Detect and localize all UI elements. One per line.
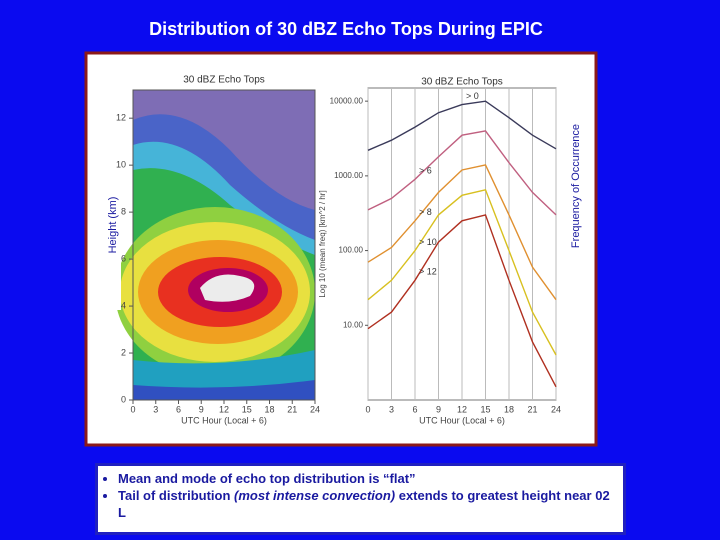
x-tick-label: 18 [264,404,274,414]
y-tick-label: 6 [121,253,126,263]
x-tick-label: 21 [527,404,537,414]
chart-title: 30 dBZ Echo Tops [183,75,265,86]
slide-title: Distribution of 30 dBZ Echo Tops During … [149,19,543,39]
y-tick-label: 8 [121,206,126,216]
x-axis-label: UTC Hour (Local + 6) [181,415,267,425]
bullet: Mean and mode of echo top distribution i… [118,470,621,487]
series-label: > 12 [419,267,437,277]
bullet-list: Mean and mode of echo top distribution i… [100,470,621,521]
side-label: Frequency of Occurrence [570,124,582,248]
x-tick-label: 9 [199,404,204,414]
y-tick-label: 4 [121,300,126,310]
label-box [104,140,121,310]
series-label: > 10 [419,237,437,247]
y-tick-label: 10.00 [343,320,364,329]
bullet-text: (most intense convection) [234,488,396,503]
x-tick-label: 0 [130,404,135,414]
x-tick-label: 24 [310,404,320,414]
series-label: > 6 [419,166,432,176]
x-tick-label: 15 [480,404,490,414]
series-line [367,164,557,301]
bullet: Tail of distribution (most intense conve… [118,487,621,521]
x-tick-label: 3 [389,404,394,414]
y-tick-label: 10 [116,160,126,170]
x-tick-label: 9 [436,404,441,414]
y-tick-label: 12 [116,113,126,123]
x-tick-label: 18 [504,404,514,414]
bullet-text: extends to greatest height near 02 L [118,488,610,520]
bullet-box: Mean and mode of echo top distribution i… [95,463,626,535]
x-axis-label: UTC Hour (Local + 6) [419,415,505,425]
y-tick-label: 1000.00 [334,171,363,180]
y-tick-label: 2 [121,347,126,357]
bullet-text: Mean and mode of echo top distribution i… [118,471,416,486]
x-tick-label: 21 [287,404,297,414]
x-tick-label: 6 [176,404,181,414]
series-label: > 0 [466,91,479,101]
x-tick-label: 12 [457,404,467,414]
y-tick-label: 100.00 [339,246,364,255]
y-axis-label: Log 10 (mean freq) [km^2 / hr] [318,190,327,297]
series-line [367,100,557,151]
y-tick-label: 10000.00 [330,96,364,105]
x-tick-label: 12 [219,404,229,414]
series-line [367,130,557,216]
chart-title: 30 dBZ Echo Tops [421,77,503,88]
x-tick-label: 3 [153,404,158,414]
series-line [367,214,557,388]
bullet-text: Tail of distribution [118,488,235,503]
x-tick-label: 24 [551,404,561,414]
x-tick-label: 0 [365,404,370,414]
x-tick-label: 15 [242,404,252,414]
y-axis-label: Height (km) [107,197,119,254]
y-tick-label: 0 [121,394,126,404]
x-tick-label: 6 [412,404,417,414]
series-line [367,188,557,356]
series-label: > 8 [419,207,432,217]
contour-fill [115,90,315,401]
